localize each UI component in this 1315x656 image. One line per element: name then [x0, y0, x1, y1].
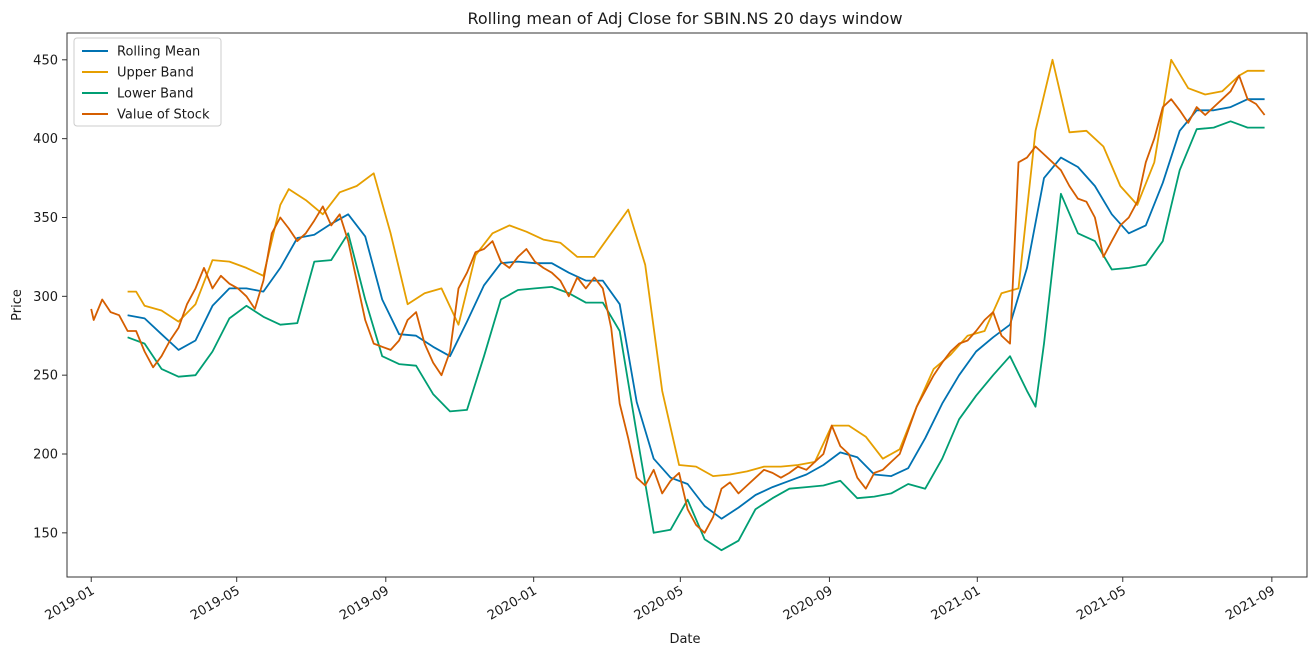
series-line-3: [90, 74, 1266, 534]
x-tick-label: 2021-01: [929, 583, 984, 623]
legend-label: Lower Band: [117, 87, 193, 102]
series-line-1: [127, 58, 1265, 477]
series-layer: [90, 58, 1266, 552]
legend-label: Rolling Mean: [117, 45, 200, 60]
x-tick-label: 2021-09: [1223, 583, 1278, 623]
series-line-0: [127, 98, 1265, 520]
x-axis: 2019-01 2019-05 2019-09 2020-01 2020-05 2020-…: [43, 577, 1278, 624]
plot-frame: [66, 32, 1308, 578]
x-tick-label: 2019-05: [188, 583, 243, 623]
legend-items: Rolling Mean Upper Band Lower Band Value of…: [82, 45, 210, 123]
legend-label: Upper Band: [117, 66, 194, 81]
legend-item: Lower Band: [82, 87, 193, 102]
y-tick-label: 350: [33, 211, 58, 226]
legend-item: Upper Band: [82, 66, 194, 81]
x-tick-label: 2019-01: [43, 583, 98, 623]
legend-item: Rolling Mean: [82, 45, 200, 60]
y-tick-label: 150: [33, 526, 58, 541]
plot-area: [66, 32, 1308, 578]
x-tick-label: 2021-05: [1074, 583, 1129, 623]
y-tick-label: 450: [33, 53, 58, 68]
legend-frame: [73, 37, 222, 127]
y-tick-label: 300: [33, 290, 58, 305]
x-tick-label: 2020-05: [632, 583, 687, 623]
x-tick-label: 2019-09: [337, 583, 392, 623]
y-tick-label: 400: [33, 132, 58, 147]
y-axis: 150 200 250 300 350 400 450: [33, 53, 67, 541]
y-tick-label: 250: [33, 369, 58, 384]
y-axis-label: Price: [10, 289, 25, 321]
x-tick-label: 2020-09: [781, 583, 836, 623]
chart-title: Rolling mean of Adj Close for SBIN.NS 20…: [467, 9, 902, 28]
x-axis-label: Date: [669, 632, 700, 647]
legend-label: Value of Stock: [117, 108, 210, 123]
legend: Rolling Mean Upper Band Lower Band Value of…: [73, 37, 222, 127]
series-line-2: [127, 120, 1265, 552]
x-tick-label: 2020-01: [485, 583, 540, 623]
y-tick-label: 200: [33, 448, 58, 463]
legend-item: Value of Stock: [82, 108, 210, 123]
